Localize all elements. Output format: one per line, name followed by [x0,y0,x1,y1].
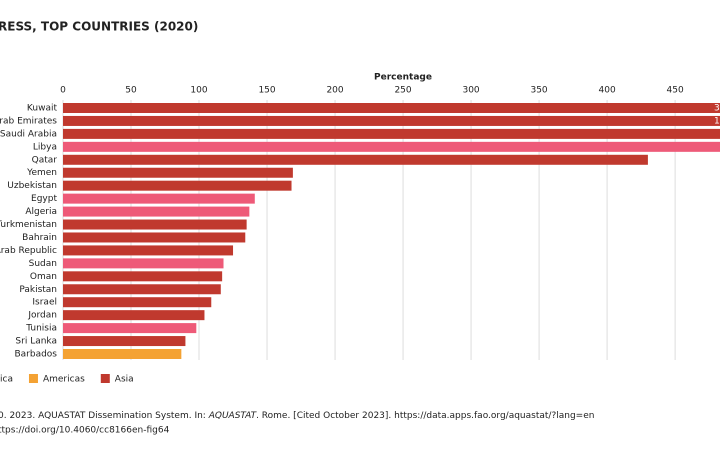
y-tick-label: Qatar [32,155,58,165]
y-tick-label: Arab Emirates [0,116,57,126]
legend-label: Americas [43,375,85,385]
x-tick-label: 350 [530,86,547,96]
bar [63,245,234,256]
legend-label: ica [0,375,13,385]
bar [63,141,720,152]
bar [63,167,293,178]
x-tick-label: 0 [60,86,66,96]
y-tick-label: Sri Lanka [15,337,57,347]
legend-label: Asia [115,375,134,385]
bar [63,310,205,321]
y-tick-label: Egypt [31,194,57,204]
value-label: 3851 [714,104,720,114]
y-tick-label: Kuwait [27,104,58,114]
y-tick-label: Pakistan [19,285,57,295]
y-tick-label: Libya [33,142,57,152]
bar [63,103,720,113]
doi: ttps://doi.org/10.4060/cc8166en-fig64 [0,426,170,436]
source-part: AQUASTAT [208,411,258,421]
bar [63,271,223,282]
x-tick-label: 150 [258,86,275,96]
x-tick-label: 450 [667,86,684,96]
y-tick-label: Bahrain [22,233,57,243]
bar [63,297,212,308]
y-tick-label: Jordan [27,311,57,321]
y-tick-label: Yemen [26,168,57,178]
source-part: 0. 2023. AQUASTAT Dissemination System. … [0,411,209,421]
chart-title: RESS, TOP COUNTRIES (2020) [0,20,198,34]
value-label: 1708 [714,116,720,126]
bar [63,219,247,230]
bar [63,336,186,347]
legend-swatch [28,374,38,383]
y-tick-label: Oman [30,272,57,282]
y-tick-label: Sudan [29,259,57,269]
y-tick-label: Saudi Arabia [0,129,57,139]
x-tick-label: 400 [599,86,616,96]
bar [63,206,250,217]
bar [63,154,648,165]
y-tick-label: Uzbekistan [7,181,57,191]
x-tick-label: 200 [326,86,343,96]
y-tick-label: Turkmenistan [0,220,57,230]
x-tick-label: 50 [125,86,137,96]
x-tick-label: 300 [462,86,479,96]
bar [63,323,197,334]
bar [63,180,292,191]
bar [63,193,255,204]
bar [63,258,224,269]
bar [63,349,182,359]
bar [63,232,246,243]
x-tick-label: 250 [394,86,411,96]
legend-swatch [100,374,110,383]
y-tick-label: Tunisia [25,324,57,334]
y-tick-label: Israel [32,298,57,308]
y-tick-label: Barbados [14,350,57,360]
source: 0. 2023. AQUASTAT Dissemination System. … [0,411,594,421]
y-tick-label: Arab Republic [0,246,57,256]
axis-title: Percentage [374,73,432,83]
bar [63,128,720,139]
x-tick-label: 100 [190,86,207,96]
source-part: . Rome. [Cited October 2023]. https://da… [256,411,594,421]
bar [63,115,720,126]
y-tick-label: Algeria [25,207,57,217]
bar [63,284,221,295]
